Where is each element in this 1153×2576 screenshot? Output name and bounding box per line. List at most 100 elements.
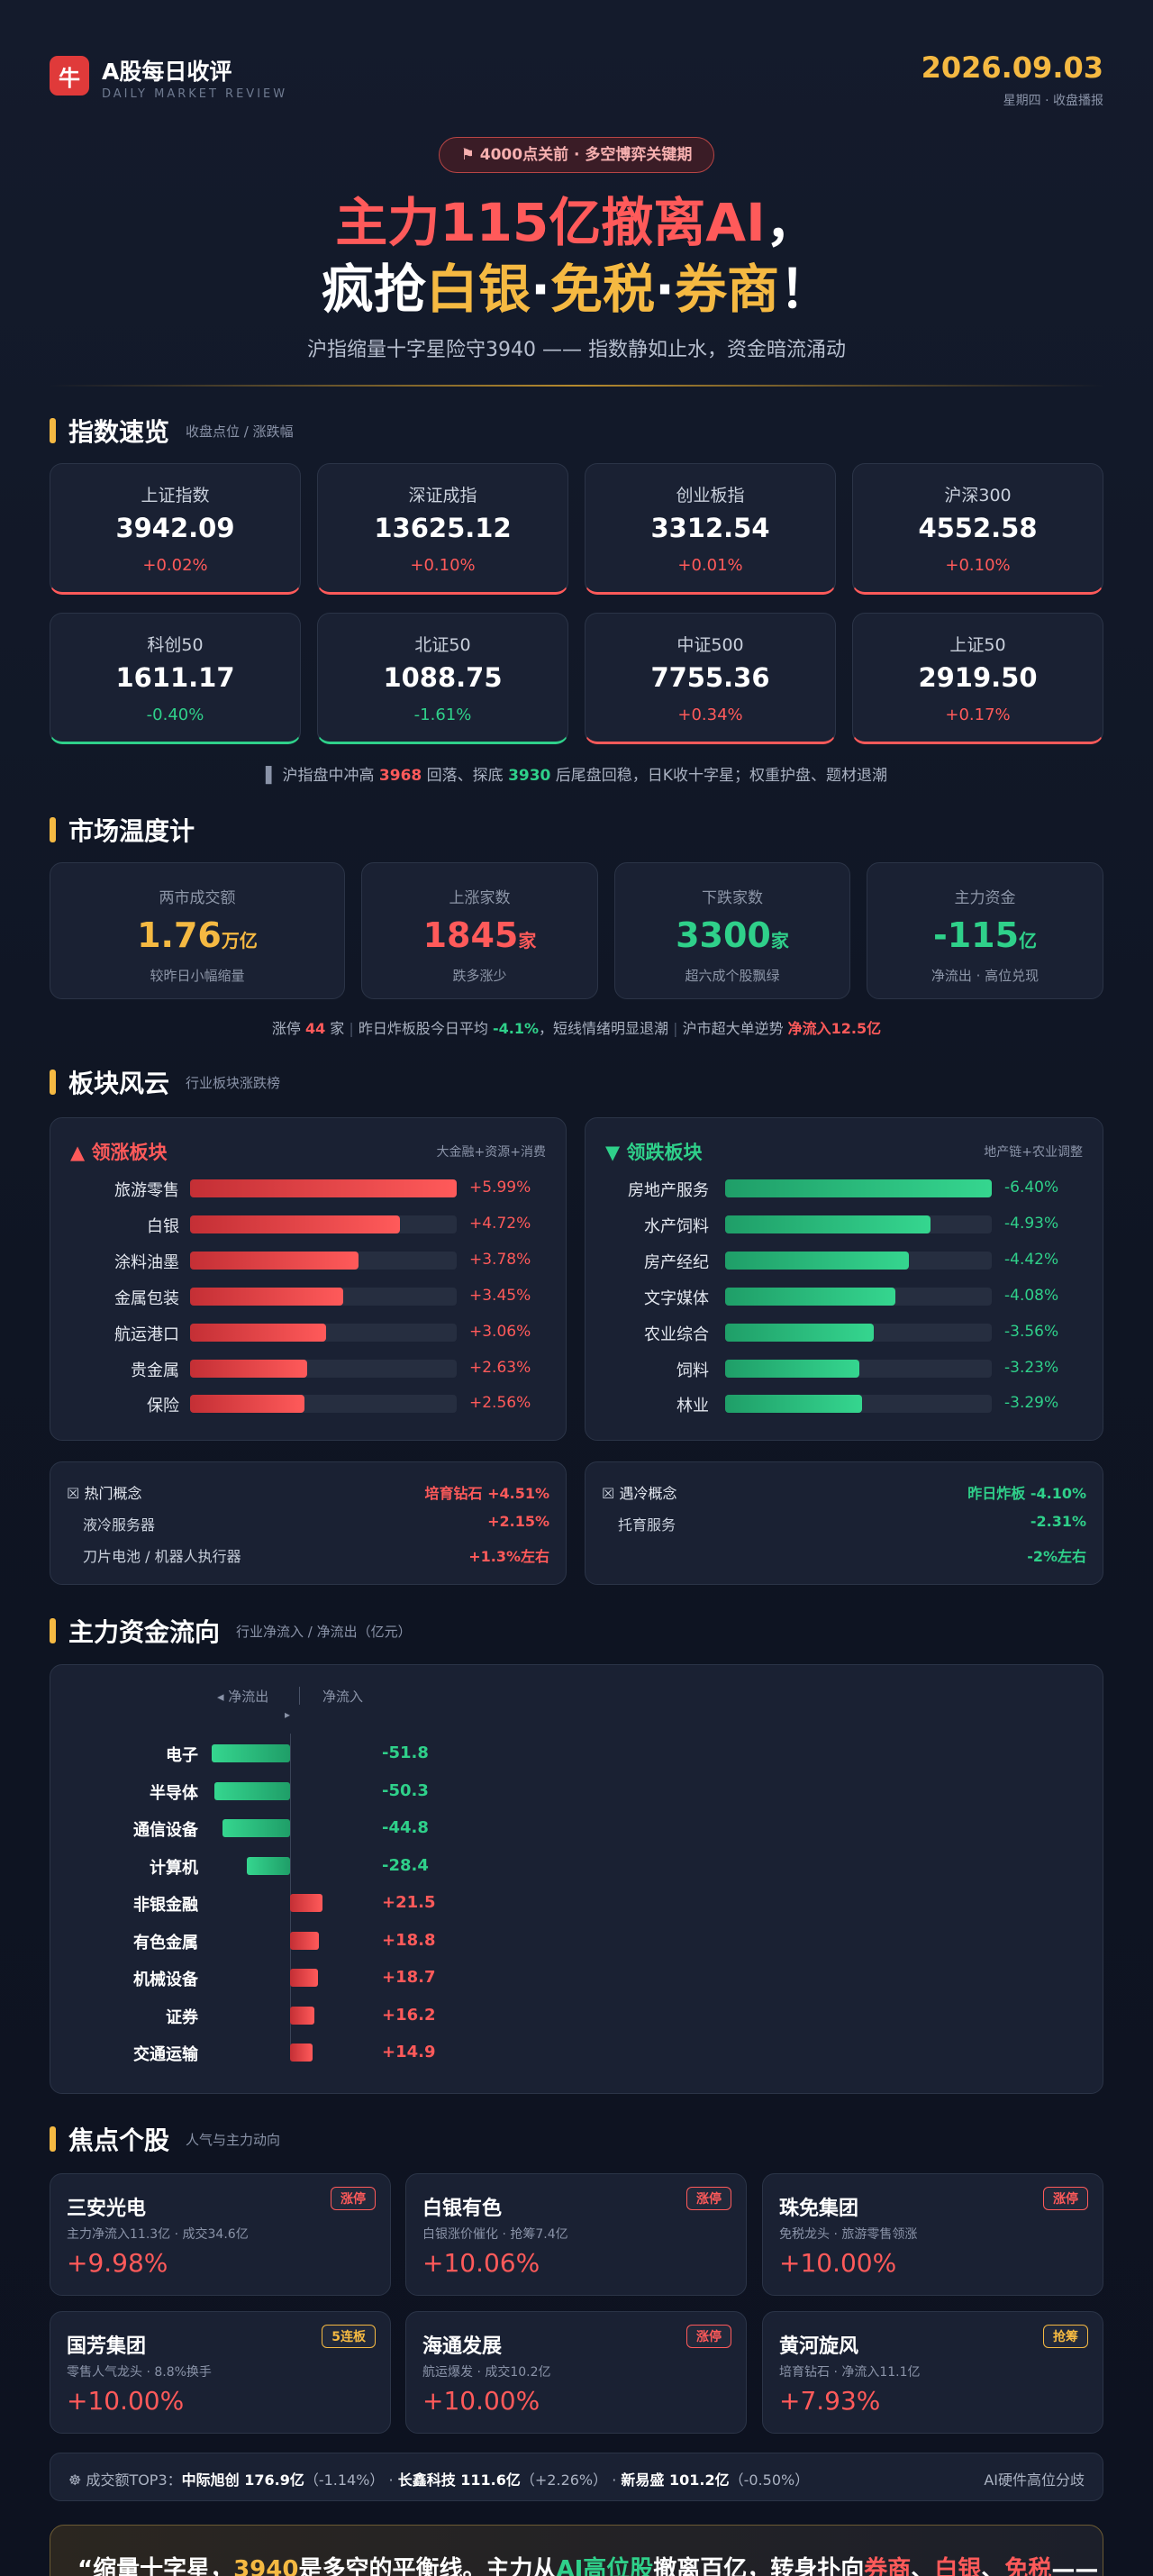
flow-value: -50.3 — [382, 1780, 429, 1800]
index-value: 4552.58 — [918, 513, 1038, 543]
flow-name: 交通运输 — [133, 2045, 198, 2064]
section-subtitle: 收盘点位 / 涨跌幅 — [186, 423, 294, 440]
stock-note: 培育钻石 · 净流入11.1亿 — [779, 2365, 921, 2380]
top3-name: 长鑫科技 111.6亿 — [397, 2471, 521, 2489]
index-card: 创业板指 3312.54 +0.01% — [585, 463, 836, 595]
temperature-value-row: 1.76万亿 — [50, 915, 344, 955]
sector-bar — [190, 1251, 359, 1270]
section-title: 主力资金流向 — [68, 1617, 221, 1647]
stock-card: 三安光电 主力净流入11.3亿 · 成交34.6亿 +9.98% 涨停 — [50, 2173, 391, 2296]
stock-tag: 5连板 — [322, 2325, 376, 2348]
sector-change: -6.40% — [1004, 1179, 1059, 1197]
temperature-value-row: 3300家 — [615, 915, 849, 955]
sector-change: -3.56% — [1004, 1322, 1059, 1341]
sector-name: 保险 — [147, 1397, 179, 1416]
separator: · — [607, 2471, 622, 2489]
top3-change: （+2.26%） — [520, 2471, 608, 2489]
stock-card: 黄河旋风 培育钻石 · 净流入11.1亿 +7.93% 抢筹 — [762, 2311, 1103, 2434]
stock-note: 零售人气龙头 · 8.8%换手 — [67, 2365, 212, 2380]
flow-value: +21.5 — [382, 1893, 436, 1912]
index-change: -0.40% — [146, 705, 204, 724]
temperature-label: 上涨家数 — [449, 889, 511, 907]
text-segment: 3930 — [508, 767, 551, 785]
sector-change: -4.08% — [1004, 1286, 1059, 1305]
index-name: 沪深300 — [944, 486, 1012, 505]
stock-note: 航运爆发 · 成交10.2亿 — [422, 2365, 551, 2380]
stock-change: +10.00% — [67, 2386, 185, 2416]
stock-name: 白银有色 — [422, 2198, 503, 2220]
temperature-card: 上涨家数 1845家 跌多涨少 — [361, 862, 598, 999]
section-accent — [50, 817, 56, 842]
stock-card: 珠免集团 免税龙头 · 旅游零售领涨 +10.00% 涨停 — [762, 2173, 1103, 2296]
index-change: +0.02% — [142, 556, 208, 575]
flow-bar — [213, 1781, 290, 1800]
index-card: 科创50 1611.17 -0.40% — [50, 613, 301, 744]
stock-name: 三安光电 — [67, 2198, 147, 2220]
sector-change: +2.56% — [469, 1394, 531, 1413]
top3-text: ☸ 成交额TOP3：中际旭创 176.9亿（-1.14%） · 长鑫科技 111… — [68, 2468, 809, 2490]
top3-comment: AI硬件高位分歧 — [984, 2471, 1085, 2489]
sector-panel-title: ▲ 领涨板块 — [70, 1138, 167, 1165]
index-value: 3942.09 — [115, 513, 235, 543]
brand-title: A股每日收评 — [102, 59, 232, 85]
concept-title-row: ☒ 热门概念 — [67, 1481, 141, 1503]
flow-bar — [290, 2044, 313, 2062]
flow-bar — [212, 1744, 290, 1762]
stock-name: 国芳集团 — [67, 2335, 147, 2358]
section-subtitle: 行业净流入 / 净流出（亿元） — [236, 1623, 412, 1640]
sector-icon: ▼ — [605, 1142, 621, 1163]
flow-bar — [222, 1819, 290, 1837]
index-change: +0.34% — [677, 705, 743, 724]
concept-icon: ☒ — [602, 1485, 620, 1502]
section-header: 市场温度计 — [50, 814, 195, 846]
section-header: 焦点个股 人气与主力动向 — [50, 2123, 280, 2155]
temperature-value: 3300 — [676, 915, 771, 955]
index-card: 沪深300 4552.58 +0.10% — [852, 463, 1103, 595]
flow-value: +18.7 — [382, 1968, 436, 1987]
section-header: 指数速览 收盘点位 / 涨跌幅 — [50, 414, 294, 447]
text-segment: —— — [1051, 2556, 1099, 2576]
stock-change: +9.98% — [67, 2248, 168, 2278]
text-segment: 涨停 — [271, 1020, 305, 1037]
text-segment: · — [530, 259, 550, 320]
stock-name: 海通发展 — [422, 2335, 503, 2358]
index-value: 3312.54 — [650, 513, 770, 543]
text-segment: 券商 — [864, 2556, 912, 2576]
stock-tag: 涨停 — [686, 2325, 731, 2348]
temperature-note: 较昨日小幅缩量 — [150, 968, 245, 984]
concept-change: -2%左右 — [1027, 1548, 1086, 1565]
sector-bar — [725, 1287, 895, 1306]
top3-icon: ☸ — [68, 2471, 86, 2489]
index-name: 北证50 — [414, 635, 471, 655]
concept-lead-change: +4.51% — [487, 1485, 549, 1502]
sector-title: 领涨板块 — [91, 1142, 168, 1163]
flow-value: -28.4 — [382, 1855, 429, 1875]
section-title: 板块风云 — [68, 1069, 170, 1098]
sector-bar — [725, 1179, 992, 1197]
text-segment: 是多空的平衡线。主力从 — [298, 2556, 557, 2576]
text-segment: 3940 — [233, 2556, 299, 2576]
stock-change: +10.00% — [779, 2248, 897, 2278]
sector-name: 金属包装 — [114, 1288, 179, 1308]
sector-name: 涂料油墨 — [114, 1252, 179, 1272]
sector-bar — [190, 1179, 457, 1197]
stock-card: 海通发展 航运爆发 · 成交10.2亿 +10.00% 涨停 — [405, 2311, 747, 2434]
temperature-value: 1845 — [422, 915, 519, 955]
sector-bar — [725, 1395, 863, 1414]
hero-subtitle: 沪指缩量十字星险守3940 —— 指数静如止水，资金暗流涌动 — [307, 339, 846, 361]
stock-tag: 涨停 — [686, 2187, 731, 2210]
temperature-value-row: -115亿 — [867, 915, 1103, 955]
text-segment: 3968 — [378, 767, 422, 785]
stock-change: +7.93% — [779, 2386, 881, 2416]
index-card: 上证指数 3942.09 +0.02% — [50, 463, 301, 595]
text-segment: ！ — [779, 259, 832, 320]
headline-line: 主力115亿撤离AI， — [0, 191, 1153, 254]
sector-change: -4.93% — [1004, 1214, 1059, 1233]
text-segment: 沪指盘中冲高 — [282, 767, 379, 785]
flow-name: 计算机 — [150, 1858, 198, 1878]
text-segment: 后尾盘回稳，日K收十字星；权重护盘、题材退潮 — [550, 767, 887, 785]
concept-title-row: ☒ 遇冷概念 — [602, 1481, 676, 1503]
sector-name: 贵金属 — [131, 1361, 179, 1380]
index-card: 北证50 1088.75 -1.61% — [317, 613, 568, 744]
section-title: 焦点个股 — [68, 2125, 170, 2155]
